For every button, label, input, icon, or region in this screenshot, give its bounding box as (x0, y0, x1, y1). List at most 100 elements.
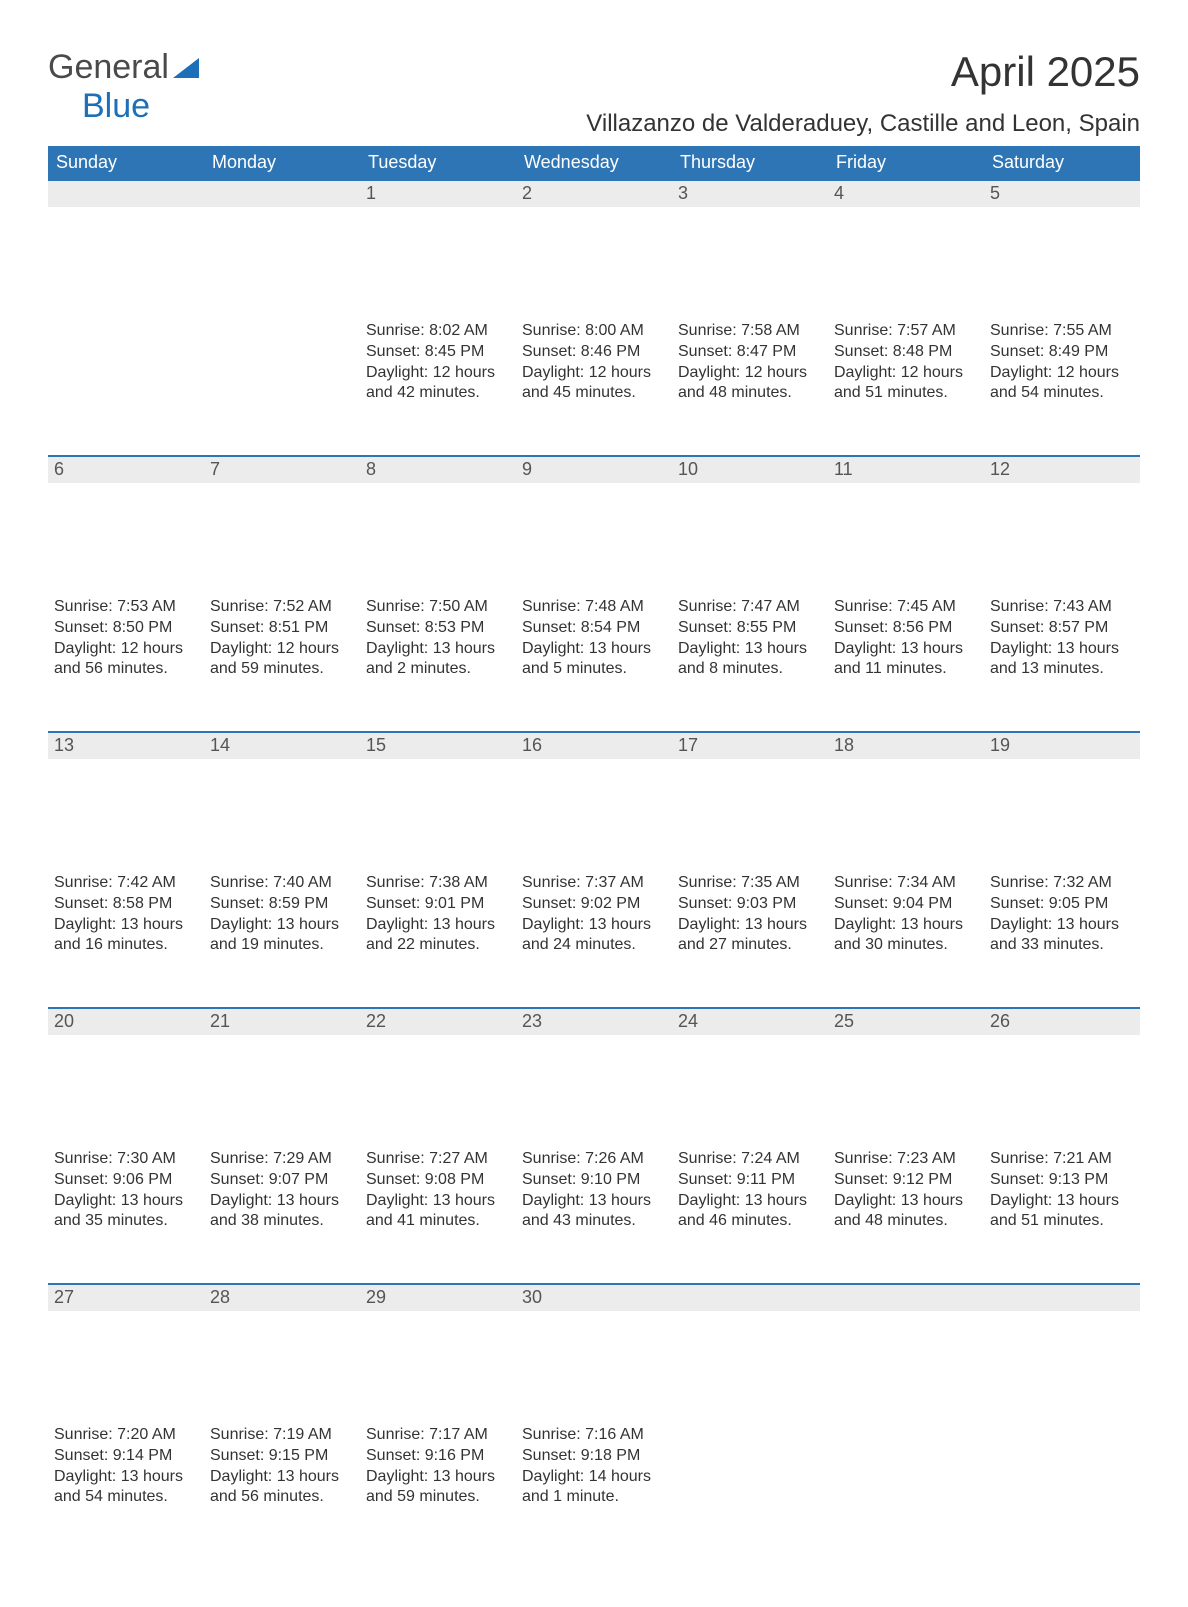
day-number: 26 (984, 1007, 1140, 1035)
day-line: Sunrise: 7:35 AM (678, 873, 822, 894)
day-number: 10 (672, 455, 828, 483)
day-number: 7 (204, 455, 360, 483)
day-line: Sunset: 9:03 PM (678, 894, 822, 915)
day-line: Daylight: 13 hours and 13 minutes. (990, 639, 1134, 681)
day-content: Sunrise: 7:27 AMSunset: 9:08 PMDaylight:… (360, 1145, 516, 1252)
day-line: Sunrise: 7:45 AM (834, 597, 978, 618)
day-line: Daylight: 12 hours and 56 minutes. (54, 639, 198, 681)
day-line: Sunrise: 7:40 AM (210, 873, 354, 894)
day-content (672, 1421, 828, 1445)
day-content: Sunrise: 7:20 AMSunset: 9:14 PMDaylight:… (48, 1421, 204, 1528)
day-line: Sunset: 9:01 PM (366, 894, 510, 915)
day-line: Daylight: 13 hours and 59 minutes. (366, 1467, 510, 1509)
day-number: 19 (984, 731, 1140, 759)
day-line: Daylight: 13 hours and 22 minutes. (366, 915, 510, 957)
day-number: 15 (360, 731, 516, 759)
day-line: Sunset: 8:47 PM (678, 342, 822, 363)
day-line: Daylight: 13 hours and 51 minutes. (990, 1191, 1134, 1233)
day-content: Sunrise: 7:52 AMSunset: 8:51 PMDaylight:… (204, 593, 360, 700)
day-line: Sunset: 8:55 PM (678, 618, 822, 639)
day-line: Sunrise: 7:57 AM (834, 321, 978, 342)
day-header: Saturday (984, 146, 1140, 179)
day-number: 8 (360, 455, 516, 483)
day-line: Sunset: 9:13 PM (990, 1170, 1134, 1191)
day-line: Sunset: 9:02 PM (522, 894, 666, 915)
day-content: Sunrise: 7:47 AMSunset: 8:55 PMDaylight:… (672, 593, 828, 700)
day-number (984, 1283, 1140, 1311)
day-line: Sunset: 8:59 PM (210, 894, 354, 915)
day-number: 12 (984, 455, 1140, 483)
day-line: Sunset: 8:51 PM (210, 618, 354, 639)
calendar-head: SundayMondayTuesdayWednesdayThursdayFrid… (48, 146, 1140, 179)
day-number: 16 (516, 731, 672, 759)
day-line: Sunset: 9:06 PM (54, 1170, 198, 1191)
day-content (984, 1421, 1140, 1445)
day-header: Tuesday (360, 146, 516, 179)
day-number: 11 (828, 455, 984, 483)
day-line: Sunrise: 7:37 AM (522, 873, 666, 894)
day-line: Daylight: 13 hours and 43 minutes. (522, 1191, 666, 1233)
day-number: 30 (516, 1283, 672, 1311)
logo-sail-icon (173, 58, 199, 78)
day-line: Daylight: 13 hours and 41 minutes. (366, 1191, 510, 1233)
day-line: Sunrise: 8:00 AM (522, 321, 666, 342)
day-line: Daylight: 13 hours and 5 minutes. (522, 639, 666, 681)
day-content (204, 317, 360, 341)
day-line: Sunrise: 7:21 AM (990, 1149, 1134, 1170)
day-line: Sunrise: 7:53 AM (54, 597, 198, 618)
day-line: Sunset: 9:10 PM (522, 1170, 666, 1191)
day-content: Sunrise: 7:58 AMSunset: 8:47 PMDaylight:… (672, 317, 828, 424)
day-number (828, 1283, 984, 1311)
day-line: Sunrise: 7:55 AM (990, 321, 1134, 342)
day-number: 17 (672, 731, 828, 759)
day-line: Sunset: 9:11 PM (678, 1170, 822, 1191)
day-line: Daylight: 12 hours and 51 minutes. (834, 363, 978, 405)
day-line: Sunset: 8:50 PM (54, 618, 198, 639)
day-content: Sunrise: 7:50 AMSunset: 8:53 PMDaylight:… (360, 593, 516, 700)
day-content: Sunrise: 7:21 AMSunset: 9:13 PMDaylight:… (984, 1145, 1140, 1252)
day-content: Sunrise: 8:00 AMSunset: 8:46 PMDaylight:… (516, 317, 672, 424)
day-number: 18 (828, 731, 984, 759)
day-line: Daylight: 13 hours and 11 minutes. (834, 639, 978, 681)
day-line: Sunrise: 7:27 AM (366, 1149, 510, 1170)
day-line: Sunset: 9:15 PM (210, 1446, 354, 1467)
day-line: Daylight: 13 hours and 8 minutes. (678, 639, 822, 681)
day-number: 24 (672, 1007, 828, 1035)
day-line: Sunset: 8:45 PM (366, 342, 510, 363)
day-line: Sunset: 9:14 PM (54, 1446, 198, 1467)
day-number: 13 (48, 731, 204, 759)
day-line: Daylight: 13 hours and 16 minutes. (54, 915, 198, 957)
day-line: Sunrise: 7:43 AM (990, 597, 1134, 618)
day-line: Daylight: 12 hours and 45 minutes. (522, 363, 666, 405)
day-line: Sunrise: 7:19 AM (210, 1425, 354, 1446)
day-line: Sunset: 8:54 PM (522, 618, 666, 639)
day-line: Daylight: 13 hours and 27 minutes. (678, 915, 822, 957)
day-number: 6 (48, 455, 204, 483)
day-line: Sunset: 8:56 PM (834, 618, 978, 639)
day-line: Sunrise: 7:47 AM (678, 597, 822, 618)
day-number (204, 179, 360, 207)
day-header: Thursday (672, 146, 828, 179)
day-number: 21 (204, 1007, 360, 1035)
day-content: Sunrise: 7:34 AMSunset: 9:04 PMDaylight:… (828, 869, 984, 976)
day-line: Sunset: 8:46 PM (522, 342, 666, 363)
day-line: Sunset: 9:18 PM (522, 1446, 666, 1467)
day-line: Daylight: 13 hours and 38 minutes. (210, 1191, 354, 1233)
day-line: Sunset: 8:49 PM (990, 342, 1134, 363)
day-content (48, 317, 204, 341)
title-block: April 2025 Villazanzo de Valderaduey, Ca… (586, 48, 1140, 138)
day-line: Daylight: 14 hours and 1 minute. (522, 1467, 666, 1509)
day-line: Sunset: 9:07 PM (210, 1170, 354, 1191)
day-content: Sunrise: 7:43 AMSunset: 8:57 PMDaylight:… (984, 593, 1140, 700)
day-content: Sunrise: 7:37 AMSunset: 9:02 PMDaylight:… (516, 869, 672, 976)
day-line: Daylight: 13 hours and 56 minutes. (210, 1467, 354, 1509)
day-line: Sunrise: 7:24 AM (678, 1149, 822, 1170)
day-content: Sunrise: 7:57 AMSunset: 8:48 PMDaylight:… (828, 317, 984, 424)
day-line: Sunset: 9:16 PM (366, 1446, 510, 1467)
day-number (48, 179, 204, 207)
day-line: Sunrise: 7:52 AM (210, 597, 354, 618)
day-content: Sunrise: 7:38 AMSunset: 9:01 PMDaylight:… (360, 869, 516, 976)
logo: General Blue (48, 48, 199, 126)
day-line: Daylight: 13 hours and 30 minutes. (834, 915, 978, 957)
calendar-table: SundayMondayTuesdayWednesdayThursdayFrid… (48, 146, 1140, 1559)
